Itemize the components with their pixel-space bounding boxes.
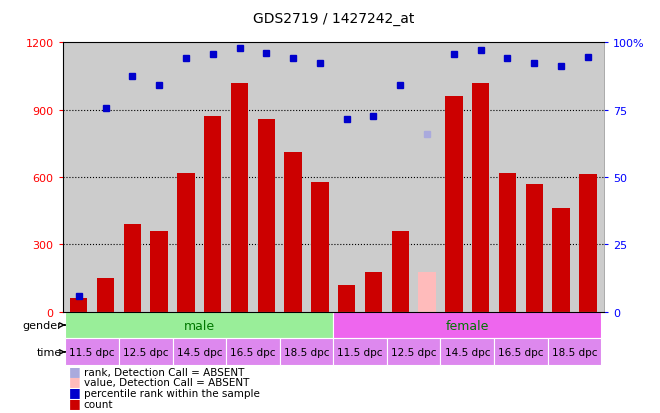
Bar	[178, 173, 195, 312]
Text: ■: ■	[69, 385, 81, 398]
Text: ■: ■	[69, 364, 81, 377]
Bar	[445, 97, 463, 312]
Text: 18.5 dpc: 18.5 dpc	[552, 347, 597, 357]
Text: count: count	[84, 399, 114, 409]
Text: 11.5 dpc: 11.5 dpc	[69, 347, 115, 357]
Bar	[552, 209, 570, 312]
Text: percentile rank within the sample: percentile rank within the sample	[84, 388, 259, 398]
Bar	[499, 173, 516, 312]
Bar	[472, 83, 489, 312]
Text: 16.5 dpc: 16.5 dpc	[498, 347, 544, 357]
Text: 16.5 dpc: 16.5 dpc	[230, 347, 276, 357]
Text: ■: ■	[69, 375, 81, 387]
Text: 12.5 dpc: 12.5 dpc	[123, 347, 168, 357]
Bar	[312, 182, 329, 312]
Bar	[579, 174, 597, 312]
Bar	[440, 339, 494, 366]
Text: value, Detection Call = ABSENT: value, Detection Call = ABSENT	[84, 377, 249, 387]
Bar	[548, 339, 601, 366]
Bar	[204, 117, 222, 312]
Text: ■: ■	[69, 396, 81, 409]
Text: GDS2719 / 1427242_at: GDS2719 / 1427242_at	[253, 12, 414, 26]
Bar	[333, 312, 601, 339]
Text: time: time	[37, 347, 65, 357]
Text: 12.5 dpc: 12.5 dpc	[391, 347, 436, 357]
Bar	[97, 278, 114, 312]
Text: 14.5 dpc: 14.5 dpc	[445, 347, 490, 357]
Bar	[418, 273, 436, 312]
Bar	[387, 339, 440, 366]
Bar	[280, 339, 333, 366]
Bar	[231, 83, 248, 312]
Bar	[65, 312, 333, 339]
Bar	[333, 339, 387, 366]
Bar	[119, 339, 172, 366]
Text: 11.5 dpc: 11.5 dpc	[337, 347, 383, 357]
Bar	[284, 153, 302, 312]
Bar	[391, 231, 409, 312]
Text: rank, Detection Call = ABSENT: rank, Detection Call = ABSENT	[84, 367, 244, 377]
Text: female: female	[446, 319, 489, 332]
Text: 14.5 dpc: 14.5 dpc	[177, 347, 222, 357]
Text: gender: gender	[22, 320, 65, 330]
Bar	[525, 184, 543, 312]
Bar	[172, 339, 226, 366]
Bar	[70, 298, 88, 312]
Text: male: male	[183, 319, 215, 332]
Bar	[257, 119, 275, 312]
Bar	[226, 339, 280, 366]
Bar	[338, 285, 355, 312]
Bar	[65, 339, 119, 366]
Bar	[150, 231, 168, 312]
Text: 18.5 dpc: 18.5 dpc	[284, 347, 329, 357]
Bar	[365, 273, 382, 312]
Bar	[494, 339, 548, 366]
Bar	[123, 225, 141, 312]
